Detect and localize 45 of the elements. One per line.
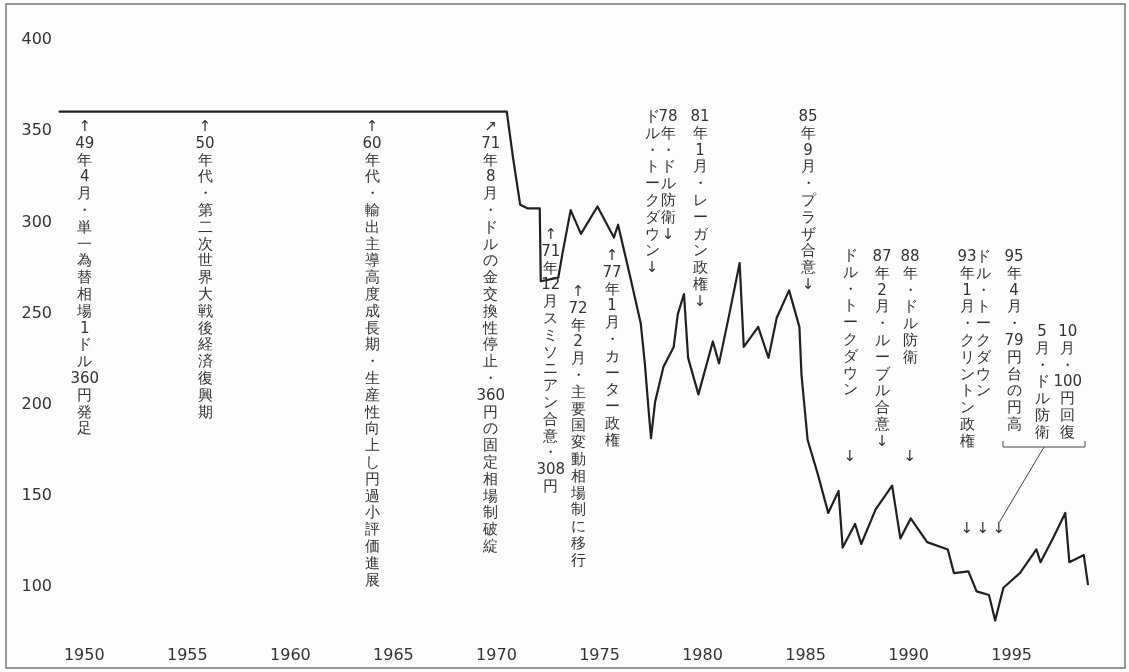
x-tick-label: 1975 xyxy=(579,644,620,664)
text: ↑49年4月・単一為替相場1ドル360円発足 xyxy=(70,117,100,438)
y-tick-label: 400 xyxy=(21,29,52,49)
annotation: ↓ xyxy=(843,447,857,465)
text: ↗71年8月・ドルの金交換性停止・360円の固定相場制破綻 xyxy=(476,117,506,555)
y-tick-label: 250 xyxy=(21,302,52,322)
x-tick-label: 1990 xyxy=(888,644,929,664)
text: ↓ xyxy=(903,447,917,465)
text: ↓ xyxy=(960,519,974,537)
annotation: ↓ xyxy=(800,274,816,293)
text: ドル・トークダウン xyxy=(842,246,858,399)
annotation: ↓ xyxy=(874,431,890,450)
text: ↓ xyxy=(976,519,990,537)
text: ↓ xyxy=(992,519,1006,537)
annotation: ↓ xyxy=(692,291,708,310)
text: 93年1月・クリントン政権 xyxy=(957,247,977,450)
y-tick-label: 100 xyxy=(21,576,52,596)
x-tick-label: 1985 xyxy=(785,644,826,664)
text: 95年4月・79円台の円高 xyxy=(1004,247,1024,433)
text: ↑77年1月・カーター政権 xyxy=(602,246,622,449)
annotation: 5月・ドル防衛 xyxy=(1034,322,1050,441)
text: 87年2月・ルーブル合意 xyxy=(872,247,892,433)
y-tick-label: 350 xyxy=(21,120,52,140)
text: ドル・トークダウン xyxy=(975,247,991,400)
text: ↑72年2月・主要国変動相場制に移行 xyxy=(568,282,588,569)
x-tick-label: 1950 xyxy=(63,644,105,664)
annotation: 88年・ドル防衛 xyxy=(900,247,920,366)
text: ↑60年代・輸出主導高度成長期・生産性向上し円過小評価進展 xyxy=(362,117,382,589)
text: ↑50年代・第二次世界大戦後経済復興期 xyxy=(195,117,215,421)
x-tick-label: 1960 xyxy=(270,644,311,664)
text: 81年1月・レーガン政権 xyxy=(690,107,710,293)
annotation: ↓ xyxy=(644,258,660,277)
annotation: 10月・100円回復 xyxy=(1053,322,1083,441)
y-tick-label: 150 xyxy=(21,485,52,505)
y-tick-label: 300 xyxy=(21,211,52,231)
text: ドル・トークダウン xyxy=(644,107,660,260)
text: ↑71年12月スミソニアン合意・308円 xyxy=(536,225,566,495)
x-tick-label: 1995 xyxy=(991,644,1033,664)
x-tick-label: 1955 xyxy=(166,644,208,664)
x-tick-label: 1965 xyxy=(373,644,414,664)
text: 85年9月・プラザ合意 xyxy=(798,107,818,277)
y-tick-label: 200 xyxy=(21,393,52,413)
x-tick-label: 1970 xyxy=(476,644,517,664)
line-series xyxy=(58,110,1090,622)
x-tick-label: 1980 xyxy=(682,644,723,664)
